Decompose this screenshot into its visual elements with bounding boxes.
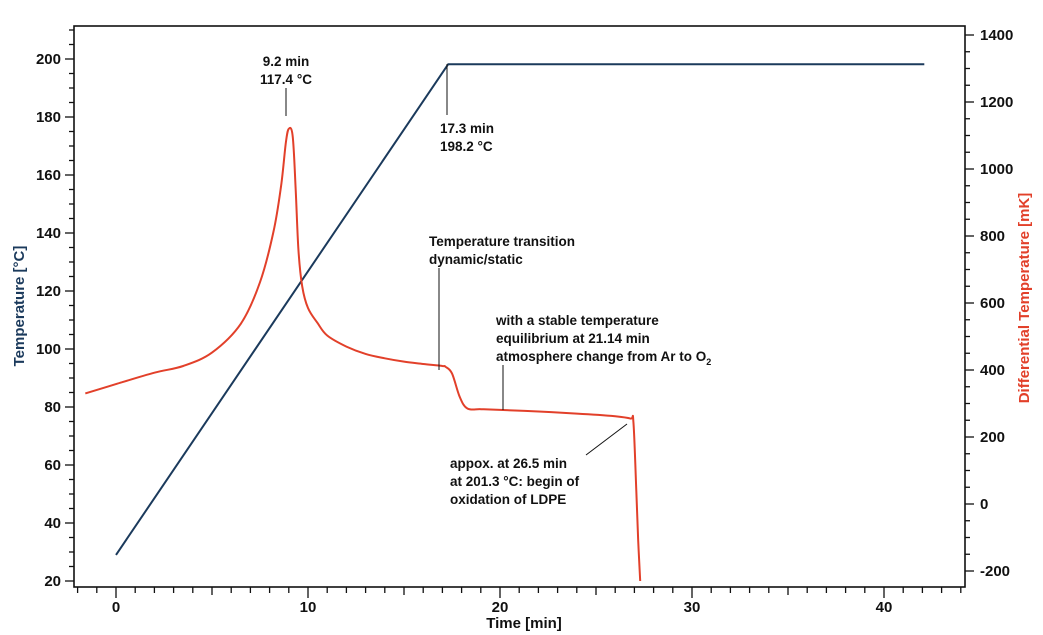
x-tick-label-40: 40 (876, 599, 893, 616)
annotation-oxidation-line-2: at 201.3 °C: begin of (450, 474, 580, 489)
annotation-peak-line-1: 9.2 min (263, 54, 310, 69)
x-tick-label-20: 20 (492, 599, 509, 616)
tick-labels: 0 10 20 30 40 20 40 60 80 100 120 140 160 180 200 -200 0… (36, 27, 1013, 616)
y-left-tick-label-200: 200 (36, 51, 61, 68)
annotation-transition-line-1: Temperature transition (429, 234, 575, 249)
y-left-tick-label-100: 100 (36, 341, 61, 358)
y-axis-title-right: Differential Temperature [mK] (1016, 193, 1033, 404)
y-left-tick-label-160: 160 (36, 167, 61, 184)
annotation-peak-line-2: 117.4 °C (260, 72, 312, 87)
y-left-tick-label-80: 80 (44, 399, 61, 416)
y-right-tick-label-1400: 1400 (980, 27, 1013, 44)
axis-ticks (65, 29, 974, 598)
annotation-atmosphere-line-1: with a stable temperature (495, 313, 659, 328)
y-right-tick-label-0: 0 (980, 496, 988, 513)
annotation-transition-line-2: dynamic/static (429, 252, 523, 267)
annotation-oxidation: appox. at 26.5 min at 201.3 °C: begin of… (450, 456, 580, 507)
x-tick-label-0: 0 (112, 599, 120, 616)
annotation-atmosphere-line-2: equilibrium at 21.14 min (496, 331, 650, 346)
annotation-atmosphere: with a stable temperature equilibrium at… (495, 313, 711, 367)
annotation-plateau-start: 17.3 min 198.2 °C (440, 121, 494, 154)
annotation-oxidation-line-1: appox. at 26.5 min (450, 456, 567, 471)
series-layer (85, 63, 925, 582)
y-right-tick-label-400: 400 (980, 362, 1005, 379)
annotation-atmosphere-line-3: atmosphere change from Ar to O2 (496, 349, 711, 367)
annotation-atmosphere-line-3-main: atmosphere change from Ar to O (496, 349, 706, 364)
y-left-tick-label-60: 60 (44, 457, 61, 474)
y-axis-title-left: Temperature [°C] (11, 246, 28, 367)
annotation-atmosphere-subscript: 2 (706, 357, 711, 367)
y-right-tick-label-1000: 1000 (980, 161, 1013, 178)
series-line-temperature (115, 63, 925, 556)
y-left-tick-label-180: 180 (36, 109, 61, 126)
y-right-tick-label-600: 600 (980, 295, 1005, 312)
x-tick-label-30: 30 (684, 599, 701, 616)
x-axis-title: Time [min] (486, 615, 562, 632)
annotation-peak: 9.2 min 117.4 °C (260, 54, 312, 87)
y-right-tick-label-200: 200 (980, 429, 1005, 446)
y-left-tick-label-20: 20 (44, 573, 61, 590)
y-right-tick-label--200: -200 (980, 563, 1010, 580)
annotation-transition: Temperature transition dynamic/static (429, 234, 575, 267)
y-right-tick-label-1200: 1200 (980, 94, 1013, 111)
annotation-oxidation-line-3: oxidation of LDPE (450, 492, 566, 507)
x-tick-label-10: 10 (300, 599, 317, 616)
y-left-tick-label-140: 140 (36, 225, 61, 242)
y-left-tick-label-40: 40 (44, 515, 61, 532)
y-right-tick-label-800: 800 (980, 228, 1005, 245)
annotation-plateau-line-1: 17.3 min (440, 121, 494, 136)
annotation-line-oxidation (585, 423, 628, 456)
series-line-differential-temperature (85, 126, 642, 582)
y-left-tick-label-120: 120 (36, 283, 61, 300)
annotation-plateau-line-2: 198.2 °C (440, 139, 493, 154)
